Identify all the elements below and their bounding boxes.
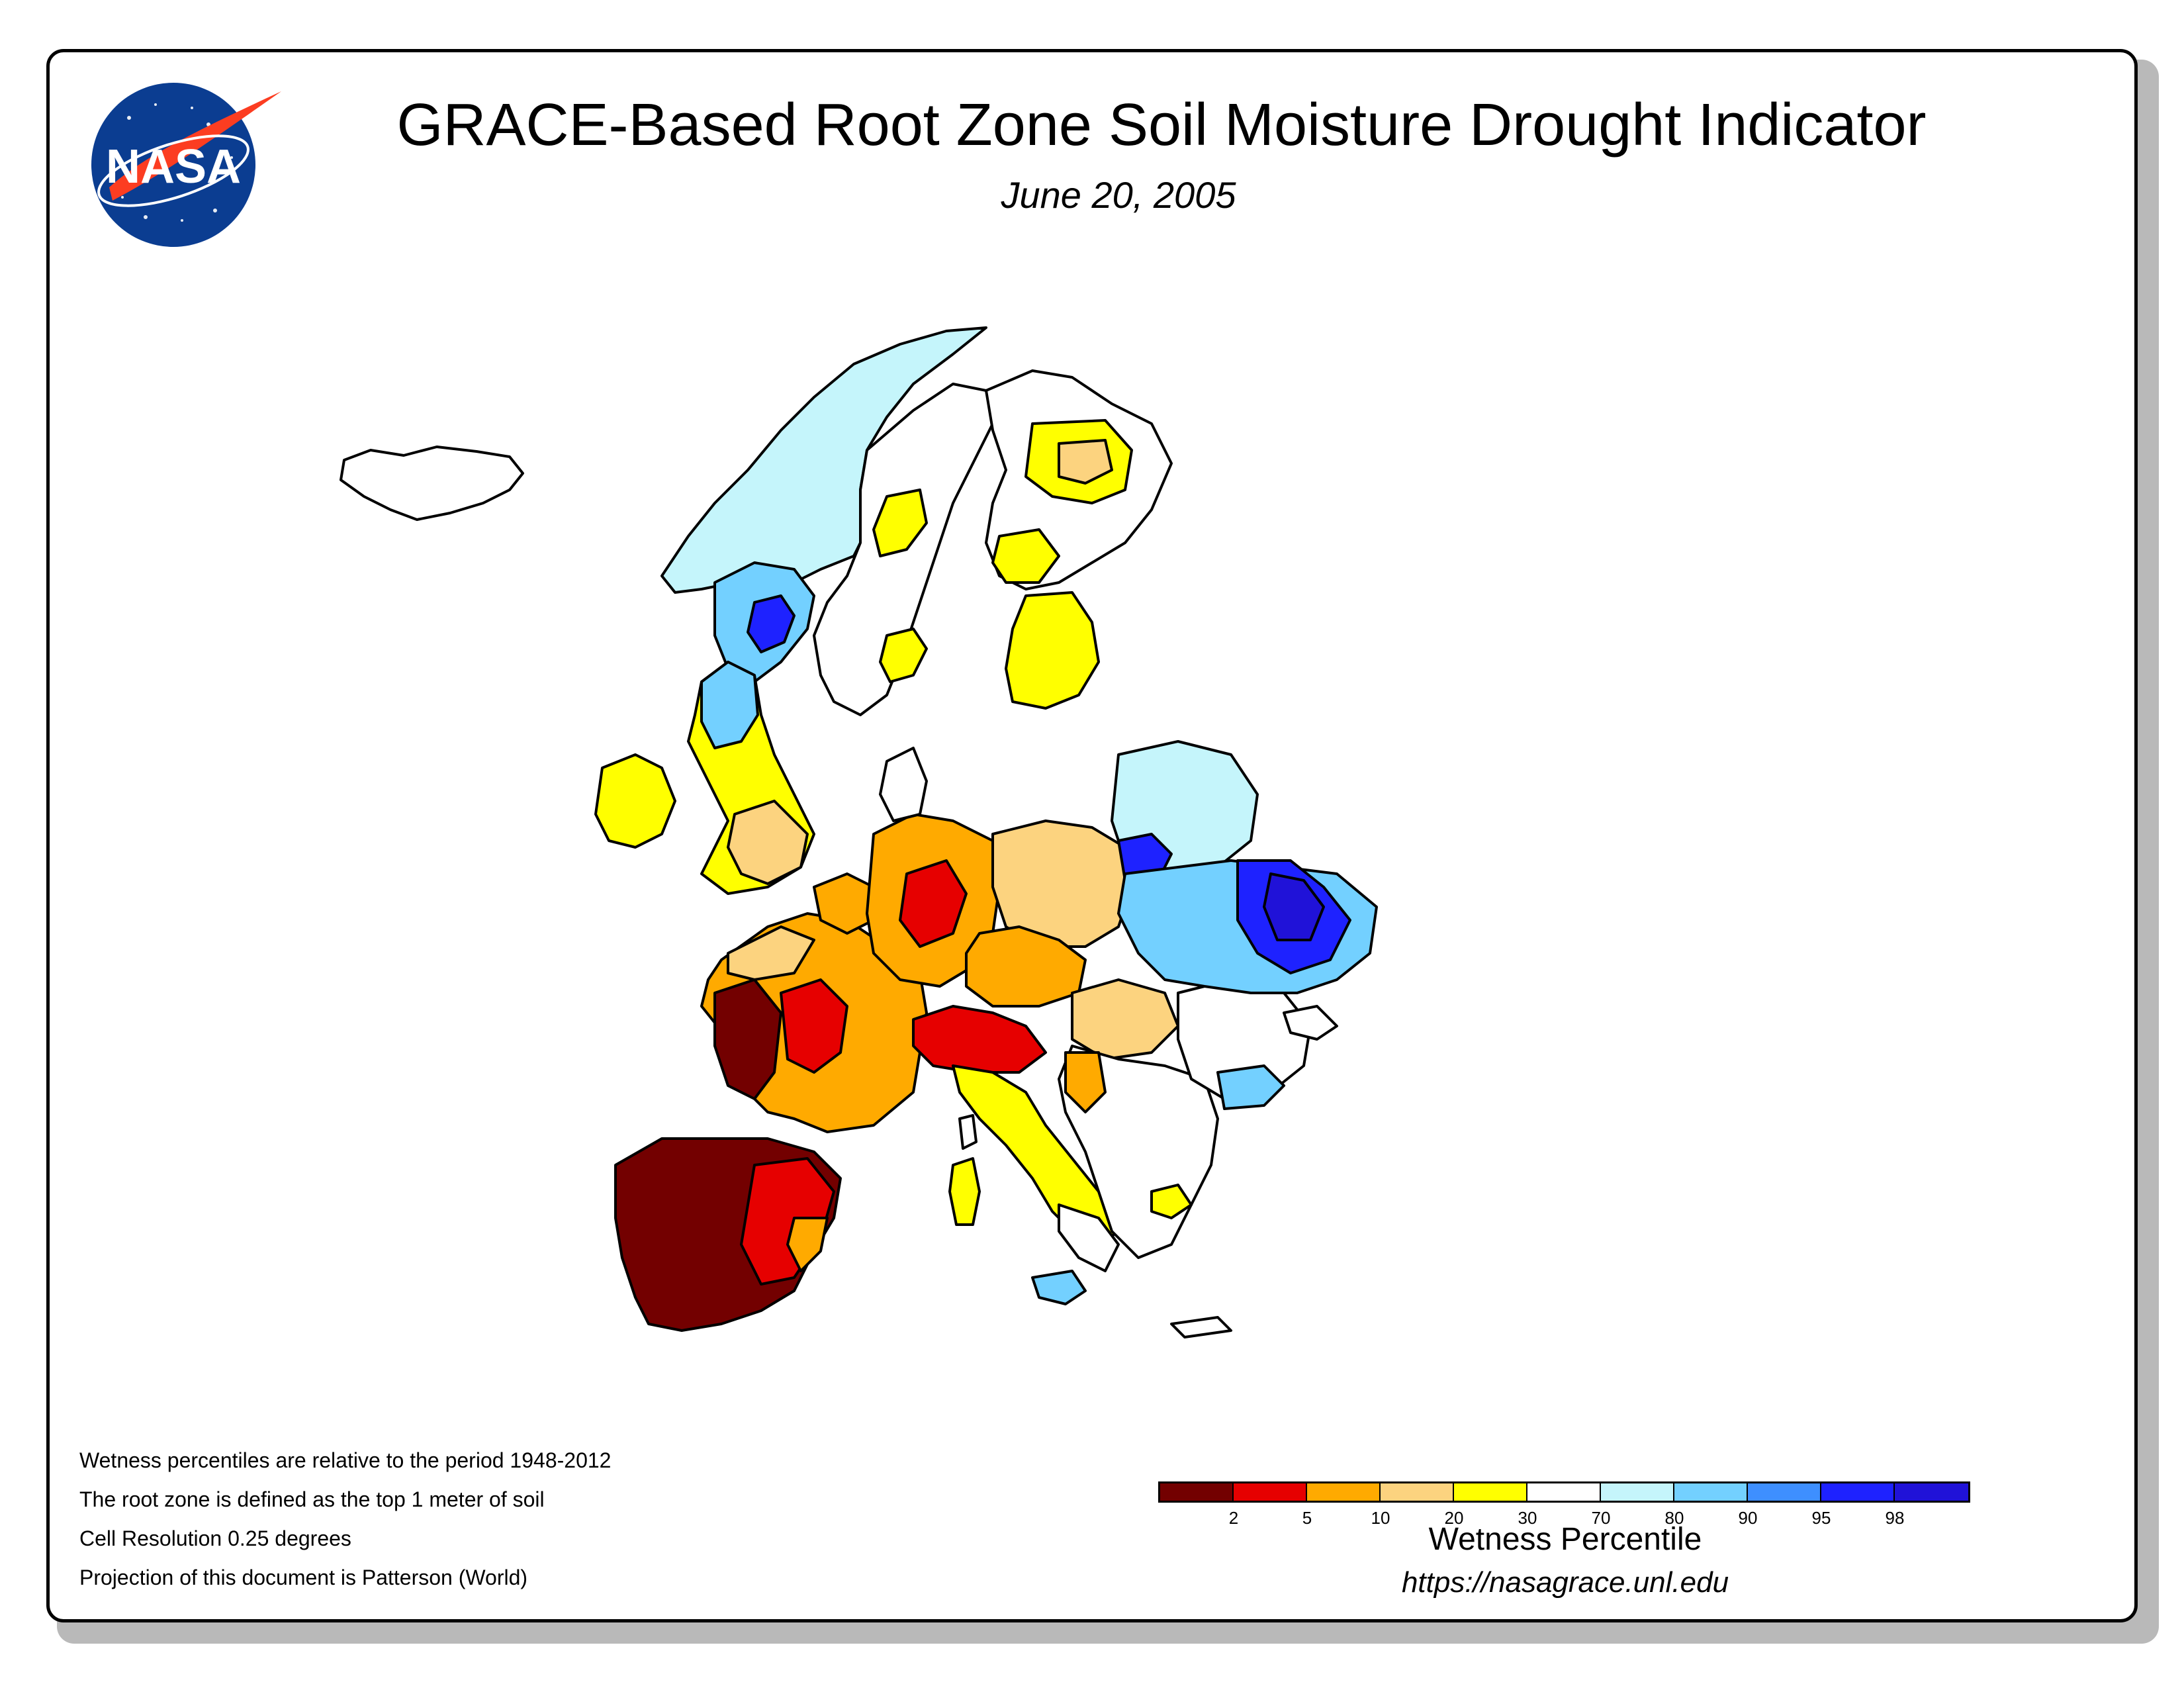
region-norway-core [747,594,796,653]
legend-tick-label: 30 [1518,1508,1537,1528]
nasa-logo-icon: NASA [91,83,281,247]
legend-tick-label: 2 [1228,1508,1239,1528]
region-sardinia [948,1157,981,1226]
legend-swatch [1674,1483,1748,1501]
region-finland-core [1058,439,1113,485]
legend-swatch [1527,1483,1601,1501]
legend-tick-label: 10 [1371,1508,1390,1528]
region-romania-wet [1216,1064,1285,1110]
region-ireland [594,753,676,849]
region-alps [912,1005,1047,1074]
legend-tick-label: 80 [1664,1508,1684,1528]
region-crete [1170,1316,1232,1338]
note-cell-resolution: Cell Resolution 0.25 degrees [79,1526,351,1550]
region-crimea [1283,1005,1338,1041]
legend-swatch [1895,1483,1968,1501]
legend-tick-label: 70 [1591,1508,1611,1528]
region-sweden-dry [872,489,928,557]
region-czech-austria [965,925,1087,1008]
legend-swatch [1307,1483,1381,1501]
region-poland [991,820,1133,948]
note-root-zone: The root zone is defined as the top 1 me… [79,1487,545,1511]
legend-swatch [1601,1483,1674,1501]
nasa-logo-text: NASA [106,140,241,193]
legend-swatch [1381,1483,1454,1501]
region-balkans-west [1064,1051,1107,1113]
europe-drought-map [340,326,1378,1338]
region-scotland [700,661,759,749]
source-url: https://nasagrace.unl.edu [1401,1566,1729,1599]
region-sicily [1031,1270,1087,1305]
legend-swatch [1234,1483,1307,1501]
region-england-south [727,800,809,885]
legend-swatch [1160,1483,1234,1501]
legend-tick-label: 95 [1811,1508,1831,1528]
note-projection: Projection of this document is Patterson… [79,1566,528,1589]
region-hungary [1071,978,1179,1060]
region-italy-south [1058,1203,1120,1272]
region-germany-dry [899,859,968,948]
region-denmark [879,747,928,822]
legend-tick-label: 90 [1738,1508,1758,1528]
region-baltics [1005,591,1100,710]
legend-swatch [1821,1483,1895,1501]
region-ukraine-core [1263,872,1325,941]
legend-swatch [1748,1483,1821,1501]
map-title: GRACE-Based Root Zone Soil Moisture Drou… [396,92,1927,158]
region-sweden-south-dry [879,628,928,683]
map-date: June 20, 2005 [1001,174,1236,216]
legend-tick-label: 98 [1885,1508,1905,1528]
region-iceland [340,445,524,521]
note-percentile-period: Wetness percentiles are relative to the … [79,1448,612,1472]
region-france-west-dry [713,978,782,1100]
legend-swatch [1454,1483,1527,1501]
region-iberia-coast [786,1217,829,1272]
region-france-north [727,925,815,981]
region-greece-dry [1150,1184,1193,1219]
legend-tick-label: 5 [1302,1508,1312,1528]
legend-color-bar [1158,1481,1970,1503]
legend-tick-label: 20 [1444,1508,1464,1528]
region-france-central [780,978,848,1074]
legend-title: Wetness Percentile [1428,1522,1702,1557]
region-finland-south-dry [991,528,1060,584]
region-corsica [958,1114,978,1150]
